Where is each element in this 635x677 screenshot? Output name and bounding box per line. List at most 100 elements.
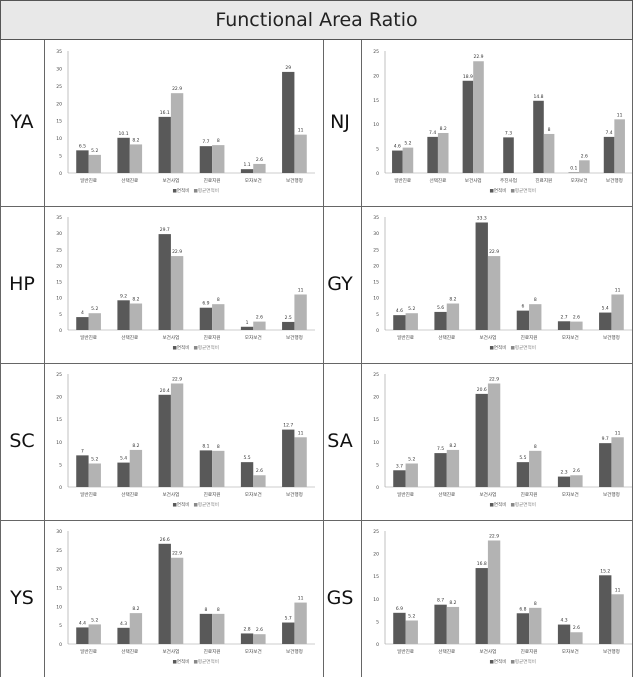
bar-ratio [240,169,254,173]
bar-ratio [393,612,406,644]
data-label: 20.4 [160,388,170,394]
x-tick-label: 진료지원 [204,334,221,341]
bar-average [129,144,143,173]
region-label-ys: YS [10,586,34,609]
x-tick-label: 진료지원 [204,491,221,498]
y-tick-label: 5 [59,623,62,629]
data-label: 4.3 [560,618,567,624]
bar-average [405,463,418,487]
data-label: 8.7 [437,598,444,604]
data-label: 3.7 [396,463,403,469]
x-tick-label: 보건사업 [162,334,179,341]
bar-average [487,383,501,487]
y-tick-label: 10 [56,296,62,302]
y-tick-label: 10 [56,440,62,446]
x-tick-label: 선택진료 [438,648,455,655]
bar-average [129,613,143,644]
data-label: 6.5 [79,143,86,149]
data-label: 8.2 [449,600,456,606]
bar-average [402,147,414,173]
data-label: 8 [204,607,207,613]
bar-ratio [393,470,406,487]
bar-chart-gs: 0 5 10 15 20 25 6.9 5.2 일반진료 8.7 8.2 선택진료 16.8 22.9 보건… [373,529,632,665]
y-tick-label: 10 [56,604,62,610]
data-label: 11 [298,128,304,134]
table-border-left [0,40,1,677]
x-tick-label: 일반진료 [80,177,97,184]
bar-ratio [599,312,612,330]
region-label-sa: SA [327,429,353,452]
legend-average: ■평균면적비 [511,344,536,351]
bar-average [170,383,184,487]
y-tick-label: 0 [59,171,62,177]
bar-ratio [199,450,213,487]
data-label: 7.4 [605,130,612,136]
data-label: 5.2 [408,613,415,619]
legend-ratio: ■면적비 [172,344,189,351]
bar-ratio [282,429,295,487]
bar-average [437,132,449,173]
x-tick-label: 선택진료 [121,334,138,341]
x-tick-label: 보건사업 [162,177,179,184]
bar-average [170,93,184,173]
y-tick-label: 30 [373,231,379,237]
bar-average [529,304,542,330]
data-label: 5.2 [408,456,415,462]
legend-ratio: ■면적비 [489,344,506,351]
data-label: 2.6 [256,157,263,163]
data-label: 22.9 [489,533,499,539]
data-label: 5.6 [437,305,444,311]
bar-average [212,145,225,173]
bar-ratio [557,624,571,644]
data-label: 33.3 [477,215,487,221]
data-label: 22.9 [172,249,182,255]
data-label: 4.6 [394,144,401,150]
bar-average [570,632,583,644]
bar-ratio [393,315,406,330]
bar-average [294,602,307,644]
bar-ratio [516,613,530,644]
data-label: 8 [534,444,537,450]
legend-ratio: ■면적비 [489,501,506,508]
x-tick-label: 보건행정 [603,648,620,655]
y-tick-label: 25 [56,247,62,253]
y-tick-label: 0 [59,642,62,648]
bar-average [487,540,501,644]
data-label: 12.7 [283,423,293,429]
y-tick-label: 10 [373,296,379,302]
y-tick-label: 35 [56,215,62,221]
bar-ratio [503,137,514,173]
bar-ratio [76,627,89,644]
data-label: 8.1 [202,443,209,449]
y-tick-label: 25 [373,247,379,253]
y-tick-label: 15 [373,280,379,286]
data-label: 4.6 [396,308,403,314]
bar-ratio [282,622,295,644]
legend-average: ■평균면적비 [511,658,536,665]
data-label: 1 [246,320,249,326]
legend-average: ■평균면적비 [194,658,219,665]
y-tick-label: 15 [56,280,62,286]
data-label: 4.4 [79,620,86,626]
bar-ratio [199,307,213,330]
y-tick-label: 0 [59,485,62,491]
y-tick-label: 15 [56,586,62,592]
data-label: 5.2 [404,141,411,147]
x-tick-label: 보건행정 [603,491,620,498]
bar-chart-ys: 0 5 10 15 20 25 30 4.4 5.2 일반진료 4.3 8.2 선택진료 26.6 22.9… [56,529,315,665]
y-tick-label: 15 [373,417,379,423]
x-tick-label: 진료지원 [521,334,538,341]
x-tick-label: 진료지원 [204,177,221,184]
region-label-sc: SC [9,429,35,452]
y-tick-label: 10 [373,122,379,128]
label-divider-right [361,40,362,677]
x-tick-label: 선택진료 [438,491,455,498]
region-label-ya: YA [10,111,34,133]
data-label: 14.8 [533,94,543,100]
data-label: 5.4 [602,306,609,312]
x-tick-label: 진료지원 [521,648,538,655]
bar-average [473,61,484,173]
column-divider [323,40,324,677]
data-label: 6.9 [202,301,209,307]
data-label: 8.2 [132,137,139,143]
